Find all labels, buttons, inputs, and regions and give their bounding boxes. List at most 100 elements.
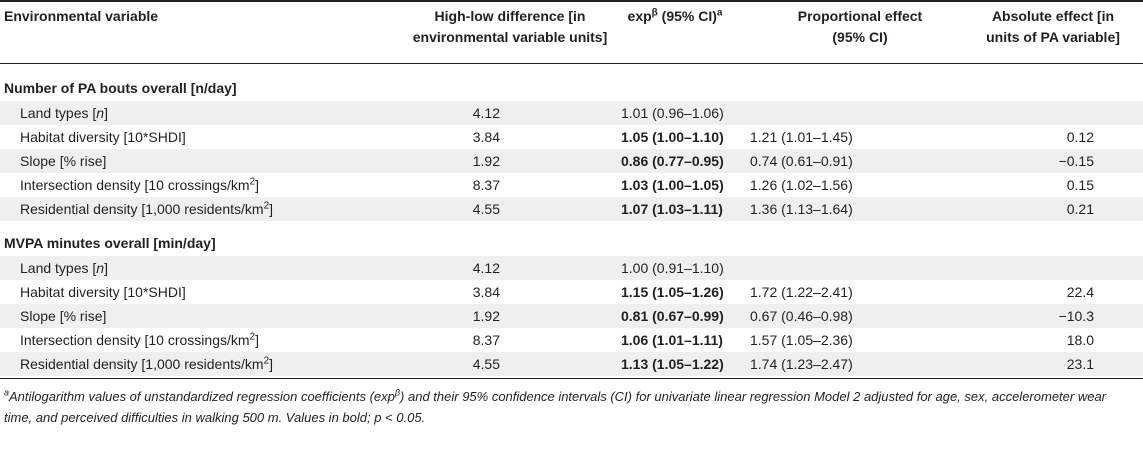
table-row: Residential density [1,000 residents/km2… xyxy=(0,352,1143,376)
exp-ci-value: 1.03 (1.00–1.05) xyxy=(621,177,724,193)
exp-ci-value: 0.81 (0.67–0.99) xyxy=(621,308,724,324)
high-low-difference: 1.92 xyxy=(472,308,500,324)
absolute-effect: 18.0 xyxy=(1066,332,1094,348)
variable-name-part: n xyxy=(96,105,105,121)
variable-name: Residential density [1,000 residents/km2… xyxy=(20,197,273,221)
footnote-marker: a xyxy=(4,387,10,398)
high-low-difference: 3.84 xyxy=(472,129,500,145)
proportional-effect: 1.26 (1.02–1.56) xyxy=(750,177,853,193)
absolute-effect: 0.15 xyxy=(1066,177,1094,193)
variable-name: Land types [n] xyxy=(20,101,108,125)
header-exp-beta: β xyxy=(651,7,658,19)
variable-name: Intersection density [10 crossings/km2] xyxy=(20,173,259,197)
table-row: Habitat diversity [10*SHDI] 3.84 1.05 (1.0… xyxy=(0,125,1143,149)
header-proportional-line1: Proportional effect xyxy=(797,8,923,24)
proportional-effect: 1.72 (1.22–2.41) xyxy=(750,284,853,300)
section-title: MVPA minutes overall [min/day] xyxy=(4,235,216,251)
high-low-difference: 4.12 xyxy=(472,105,500,121)
high-low-difference: 4.12 xyxy=(472,260,500,276)
header-rule xyxy=(0,63,1143,64)
variable-name-part: Habitat diversity [10*SHDI] xyxy=(20,284,186,300)
variable-name-part: 2 xyxy=(249,176,256,188)
section-title: Number of PA bouts overall [n/day] xyxy=(4,80,237,96)
variable-name-part: Intersection density [10 crossings/km xyxy=(20,332,250,348)
table-row: Slope [% rise] 1.92 0.81 (0.67–0.99) 0.67 (… xyxy=(0,304,1143,328)
bottom-rule xyxy=(0,378,1143,379)
header-absolute-line2: units of PA variable] xyxy=(986,29,1120,45)
high-low-difference: 4.55 xyxy=(472,356,500,372)
exp-ci-value: 1.06 (1.01–1.11) xyxy=(621,332,723,348)
footnote-text-part2: ) and their 95% confidence intervals (CI… xyxy=(4,389,1107,425)
variable-name-part: n xyxy=(96,260,105,276)
footnote-text-part1: Antilogarithm values of unstandardized r… xyxy=(9,389,395,404)
table-row: Intersection density [10 crossings/km2] 8… xyxy=(0,173,1143,197)
exp-ci-value: 1.07 (1.03–1.11) xyxy=(621,201,723,217)
variable-name-part: Slope [% rise] xyxy=(20,153,107,169)
header-exp-base: exp xyxy=(627,8,652,24)
high-low-difference: 8.37 xyxy=(472,332,500,348)
header-proportional-effect: Proportional effect (95% CI) xyxy=(760,6,960,48)
variable-name-part: Land types [ xyxy=(20,260,97,276)
variable-name-part: Land types [ xyxy=(20,105,97,121)
variable-name-part: Intersection density [10 crossings/km xyxy=(20,177,250,193)
header-exp-ci-text: (95% CI) xyxy=(657,8,717,24)
variable-name-part: ] xyxy=(255,177,259,193)
absolute-effect: 0.12 xyxy=(1066,129,1094,145)
proportional-effect: 1.21 (1.01–1.45) xyxy=(750,129,853,145)
header-exp-footnote-marker: a xyxy=(716,7,723,19)
variable-name-part: 2 xyxy=(263,200,270,212)
variable-name: Habitat diversity [10*SHDI] xyxy=(20,280,186,304)
table-row: Land types [n] 4.12 1.01 (0.96–1.06) xyxy=(0,101,1143,125)
high-low-difference: 1.92 xyxy=(472,153,500,169)
variable-name: Intersection density [10 crossings/km2] xyxy=(20,328,259,352)
variable-name-part: ] xyxy=(104,260,108,276)
table-row: Residential density [1,000 residents/km2… xyxy=(0,197,1143,221)
variable-name-part: ] xyxy=(255,332,259,348)
variable-name-part: ] xyxy=(269,201,274,217)
table-row: Land types [n] 4.12 1.00 (0.91–1.10) xyxy=(0,256,1143,280)
high-low-difference: 3.84 xyxy=(472,284,500,300)
table-row: Intersection density [10 crossings/km2] 8… xyxy=(0,328,1143,352)
header-high-low-line1: High-low difference [in xyxy=(434,8,586,24)
variable-name-part: 2 xyxy=(263,355,270,367)
exp-ci-value: 1.05 (1.00–1.10) xyxy=(621,129,724,145)
footnote: aAntilogarithm values of unstandardized … xyxy=(4,386,1124,428)
top-rule xyxy=(0,0,1143,2)
absolute-effect: 0.21 xyxy=(1066,201,1094,217)
header-high-low-difference: High-low difference [in environmental va… xyxy=(385,6,635,48)
variable-name-part: ] xyxy=(269,356,274,372)
header-high-low-line2: environmental variable units] xyxy=(412,29,608,45)
variable-name: Residential density [1,000 residents/km2… xyxy=(20,352,273,376)
exp-ci-value: 1.00 (0.91–1.10) xyxy=(621,260,724,276)
high-low-difference: 4.55 xyxy=(472,201,500,217)
header-absolute-line1: Absolute effect [in xyxy=(991,8,1115,24)
high-low-difference: 8.37 xyxy=(472,177,500,193)
variable-name-part: Residential density [1,000 residents/km xyxy=(20,356,264,372)
variable-name: Land types [n] xyxy=(20,256,108,280)
variable-name: Slope [% rise] xyxy=(20,149,106,173)
absolute-effect: −10.3 xyxy=(1058,308,1094,324)
variable-name-part: Habitat diversity [10*SHDI] xyxy=(20,129,186,145)
table-row: Slope [% rise] 1.92 0.86 (0.77–0.95) 0.74 (… xyxy=(0,149,1143,173)
exp-ci-value: 0.86 (0.77–0.95) xyxy=(621,153,724,169)
variable-name: Habitat diversity [10*SHDI] xyxy=(20,125,186,149)
absolute-effect: 22.4 xyxy=(1066,284,1094,300)
exp-ci-value: 1.13 (1.05–1.22) xyxy=(621,356,724,372)
table-row: Habitat diversity [10*SHDI] 3.84 1.15 (1.0… xyxy=(0,280,1143,304)
variable-name-part: Residential density [1,000 residents/km xyxy=(20,201,264,217)
variable-name-part: 2 xyxy=(249,331,256,343)
absolute-effect: 23.1 xyxy=(1066,356,1094,372)
exp-ci-value: 1.01 (0.96–1.06) xyxy=(621,105,724,121)
header-absolute-effect: Absolute effect [in units of PA variable… xyxy=(965,6,1141,48)
header-exp-ci: expβ (95% CI)a xyxy=(590,6,760,27)
variable-name-part: ] xyxy=(104,105,108,121)
proportional-effect: 0.74 (0.61–0.91) xyxy=(750,153,853,169)
proportional-effect: 1.36 (1.13–1.64) xyxy=(750,201,853,217)
header-proportional-line2: (95% CI) xyxy=(832,29,888,45)
variable-name: Slope [% rise] xyxy=(20,304,106,328)
header-environmental-variable: Environmental variable xyxy=(4,8,159,24)
proportional-effect: 1.74 (1.23–2.47) xyxy=(750,356,853,372)
absolute-effect: −0.15 xyxy=(1058,153,1094,169)
footnote-beta: β xyxy=(394,387,401,398)
